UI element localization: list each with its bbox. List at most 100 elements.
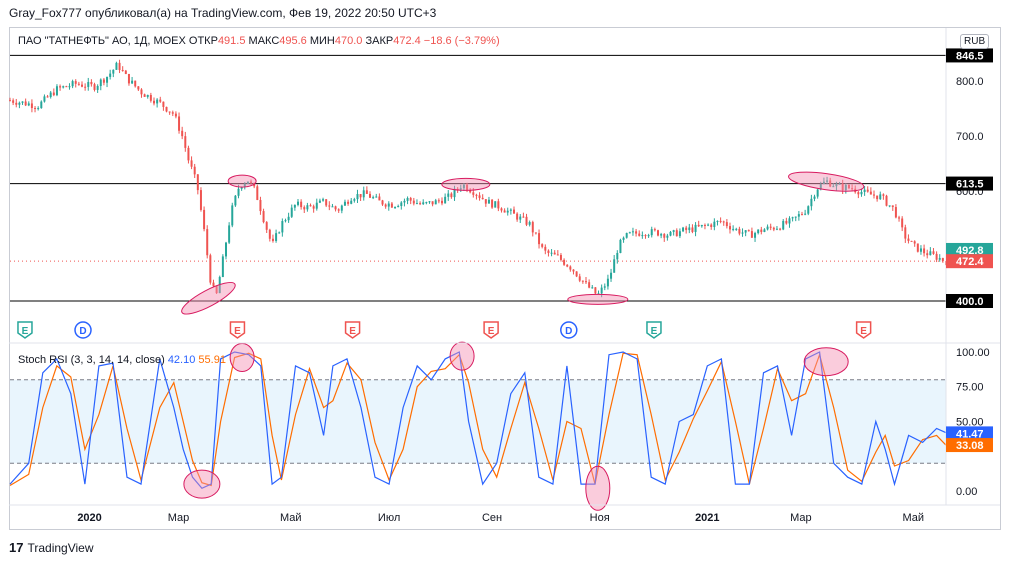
candle-body [441,200,443,204]
highlight-ellipse [183,469,221,499]
candle-body [635,231,638,234]
candle-body [96,86,99,90]
candle-body [553,252,556,255]
candle-body [475,194,478,196]
change-value: −18.6 (−3.79%) [423,35,500,47]
candle-body [694,224,697,232]
candle-body [882,194,885,196]
candle-body [531,222,534,233]
candle-body [528,222,531,225]
earnings-marker-icon[interactable] [855,321,872,339]
candle-body [563,259,566,265]
candle-body [788,218,791,224]
candle-body [600,287,603,294]
candle-body [538,233,541,245]
candle-body [569,266,572,270]
candle-body [516,213,519,220]
candle-body [199,190,202,210]
candle-body [178,116,181,131]
candle-body [303,207,306,210]
candle-body [807,206,810,214]
candle-body [431,201,434,205]
candle-body [406,198,409,201]
candle-body [434,200,437,205]
price-badge [946,254,993,269]
time-tick-label: Июл [378,512,400,524]
candle-body [782,220,785,230]
candle-body [284,220,287,222]
candle-body [544,246,547,251]
candle-body [729,226,731,230]
candle-body [744,230,747,233]
candle-body [647,235,650,237]
candle-body [907,238,910,241]
candle-body [453,188,456,198]
candle-body [754,233,757,238]
candle-body [362,190,365,198]
candle-body [503,210,506,213]
candle-body [221,256,224,277]
candle-body [102,79,105,83]
candle-body [343,201,346,206]
candle-body [419,203,422,205]
candle-body [625,233,628,238]
time-tick-label: Май [902,512,924,524]
publish-header: Gray_Fox777 опубликовал(а) на TradingVie… [9,6,437,20]
candle-body [672,230,675,232]
candle-body [231,205,234,226]
candle-body [37,108,40,110]
candle-body [860,191,863,195]
candle-body [929,251,932,256]
candle-body [365,190,368,194]
candle-body [187,147,190,161]
candle-body [297,201,299,205]
candle-body [143,94,146,97]
candle-body [43,96,46,102]
candle-body [653,229,656,231]
candle-body [685,227,688,231]
candle-body [603,286,606,288]
candle-body [703,224,706,226]
candle-body [678,231,681,237]
earnings-marker-icon[interactable] [344,321,361,339]
earnings-marker-icon[interactable] [17,321,33,339]
candle-body [206,229,209,256]
candle-body [844,184,847,191]
currency-badge[interactable]: RUB [960,34,990,49]
earnings-marker-icon[interactable] [229,321,246,339]
candle-body [215,286,218,294]
candle-body [190,160,193,167]
candle-body [74,81,77,84]
candle-body [559,254,562,260]
candle-body [415,203,418,205]
candle-body [444,196,447,204]
candle-body [785,220,788,224]
stoch-badge-label: 41.47 [956,428,984,440]
candle-body [619,239,622,253]
candle-body [801,214,803,216]
time-tick-label: 2021 [695,512,719,524]
footer: 17 TradingView [9,540,94,555]
candle-body [93,84,96,90]
candle-body [265,222,268,230]
price-badge [946,176,993,191]
candle-body [240,187,243,189]
candle-body [763,229,766,232]
candle-body [369,193,371,198]
earnings-marker-icon[interactable] [483,321,499,339]
earnings-marker-icon[interactable] [646,321,662,339]
candle-body [810,198,813,207]
candle-body [68,86,71,88]
close-label: ЗАКР [365,35,394,47]
dividend-marker-icon[interactable] [74,321,92,339]
candle-body [941,258,944,261]
candle-body [359,194,362,198]
candle-body [459,188,462,190]
candle-body [18,102,21,105]
candle-body [472,192,475,195]
event-marker-letter: E [234,326,241,337]
dividend-marker-icon[interactable] [560,321,578,339]
candle-body [513,209,515,214]
